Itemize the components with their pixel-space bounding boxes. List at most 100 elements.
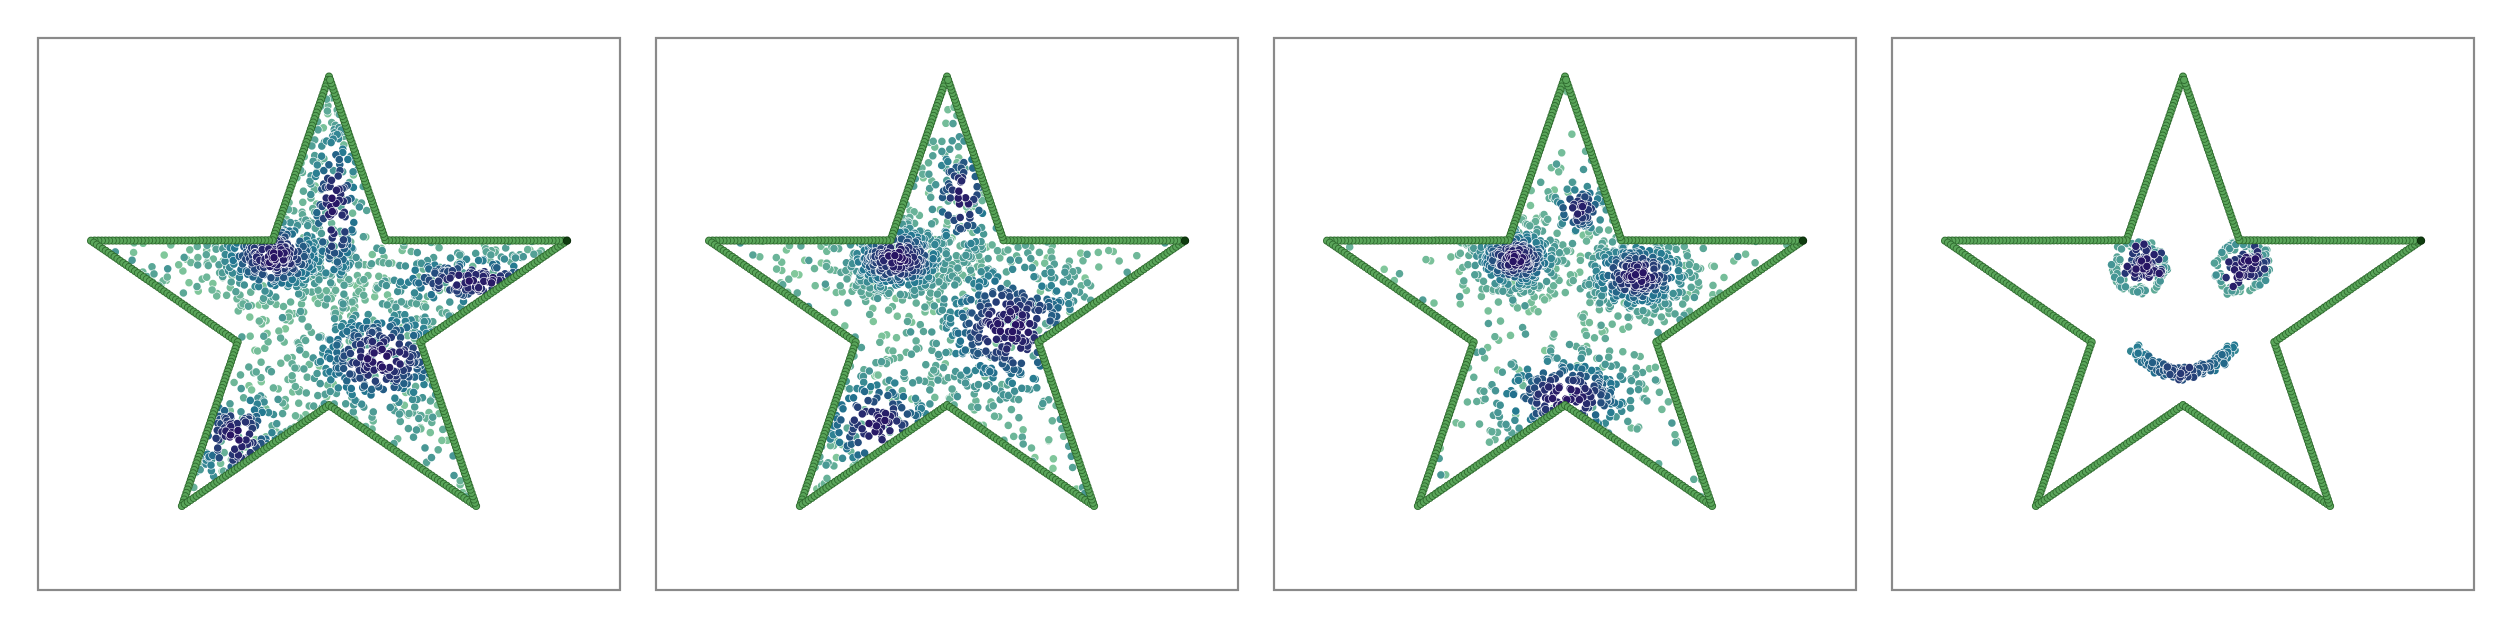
scatter-point bbox=[211, 433, 221, 443]
scatter-point bbox=[299, 364, 309, 374]
scatter-point bbox=[333, 383, 343, 393]
scatter-point bbox=[291, 411, 300, 421]
scatter-point bbox=[1521, 329, 1530, 339]
scatter-point bbox=[1023, 327, 1033, 337]
scatter-point bbox=[845, 384, 854, 394]
scatter-point bbox=[1638, 306, 1648, 316]
scatter-point bbox=[234, 435, 244, 445]
scatter-point bbox=[231, 287, 241, 297]
scatter-point bbox=[395, 416, 405, 426]
scatter-panel bbox=[1272, 36, 1858, 592]
scatter-point bbox=[934, 350, 943, 359]
scatter-point bbox=[1671, 438, 1680, 447]
scatter-point bbox=[1477, 291, 1486, 301]
scatter-point bbox=[271, 292, 281, 302]
scatter-point bbox=[327, 241, 337, 251]
scatter-point bbox=[294, 289, 304, 299]
scatter-point bbox=[1003, 315, 1013, 325]
scatter-point bbox=[1615, 371, 1625, 381]
scatter-point bbox=[1567, 129, 1577, 139]
scatter-point bbox=[1511, 406, 1521, 416]
scatter-point bbox=[907, 349, 916, 359]
scatter-point bbox=[236, 370, 245, 380]
scatter-point bbox=[382, 351, 392, 361]
scatter-point bbox=[414, 413, 424, 423]
scatter-point bbox=[771, 253, 781, 262]
scatter-point bbox=[988, 289, 998, 299]
star-outline-point bbox=[944, 75, 953, 84]
scatter-point bbox=[341, 399, 351, 409]
scatter-point bbox=[857, 424, 867, 434]
scatter-point bbox=[835, 281, 845, 291]
scatter-point bbox=[339, 364, 348, 373]
scatter-point bbox=[129, 248, 138, 257]
scatter-point bbox=[1590, 333, 1599, 343]
scatter-point bbox=[201, 250, 211, 260]
scatter-point bbox=[301, 388, 311, 398]
scatter-point bbox=[1017, 310, 1027, 320]
scatter-point bbox=[928, 204, 937, 214]
scatter-point bbox=[947, 384, 957, 394]
scatter-point bbox=[403, 424, 413, 433]
scatter-point bbox=[368, 407, 378, 417]
scatter-point bbox=[162, 272, 172, 282]
scatter-point bbox=[298, 197, 308, 207]
scatter-point bbox=[1618, 347, 1628, 357]
scatter-point bbox=[326, 278, 336, 288]
scatter-point bbox=[931, 180, 941, 190]
scatter-point bbox=[1480, 394, 1490, 404]
scatter-point bbox=[1558, 203, 1568, 213]
scatter-point bbox=[259, 331, 269, 341]
scatter-point bbox=[193, 260, 203, 270]
scatter-panel bbox=[36, 36, 622, 592]
scatter-point bbox=[283, 353, 292, 363]
scatter-point bbox=[928, 136, 938, 146]
scatter-point bbox=[911, 393, 920, 403]
scatter-point bbox=[906, 327, 915, 337]
scatter-point bbox=[980, 291, 990, 301]
scatter-point bbox=[410, 288, 419, 298]
scatter-point bbox=[1006, 307, 1015, 317]
scatter-point bbox=[499, 254, 509, 264]
scatter-point bbox=[1623, 312, 1633, 322]
scatter-point bbox=[990, 276, 1000, 286]
scatter-point bbox=[272, 419, 282, 429]
scatter-point bbox=[251, 367, 261, 377]
scatter-point bbox=[931, 339, 941, 348]
scatter-point bbox=[369, 348, 379, 358]
scatter-point bbox=[875, 337, 885, 347]
scatter-point bbox=[966, 239, 976, 248]
scatter-point bbox=[396, 297, 406, 307]
scatter-point bbox=[269, 253, 279, 263]
scatter-point bbox=[474, 255, 483, 265]
scatter-point bbox=[347, 297, 357, 307]
scatter-point bbox=[924, 169, 934, 179]
scatter-point bbox=[897, 403, 907, 413]
scatter-point bbox=[1455, 248, 1465, 258]
scatter-point bbox=[988, 401, 998, 411]
scatter-point bbox=[1549, 329, 1559, 339]
scatter-point bbox=[1045, 316, 1055, 326]
scatter-point bbox=[946, 313, 955, 323]
scatter-point bbox=[212, 291, 222, 301]
scatter-point bbox=[1582, 236, 1591, 246]
scatter-point bbox=[1508, 295, 1518, 305]
scatter-point bbox=[241, 417, 250, 427]
scatter-point bbox=[1027, 443, 1036, 453]
scatter-point bbox=[266, 273, 276, 283]
star-tip-point bbox=[1180, 236, 1190, 245]
scatter-point bbox=[351, 253, 361, 262]
scatter-point bbox=[337, 210, 347, 220]
scatter-point bbox=[974, 205, 984, 215]
scatter-point bbox=[1020, 262, 1030, 272]
scatter-point bbox=[1035, 247, 1044, 257]
scatter-point bbox=[1629, 350, 1639, 360]
scatter-point bbox=[315, 357, 325, 366]
scatter-point bbox=[950, 280, 960, 290]
scatter-point bbox=[1544, 382, 1554, 392]
scatter-point bbox=[317, 151, 326, 161]
scatter-point bbox=[1623, 416, 1633, 426]
scatter-point bbox=[899, 368, 909, 378]
scatter-point bbox=[1064, 299, 1074, 309]
scatter-point bbox=[1607, 319, 1617, 329]
